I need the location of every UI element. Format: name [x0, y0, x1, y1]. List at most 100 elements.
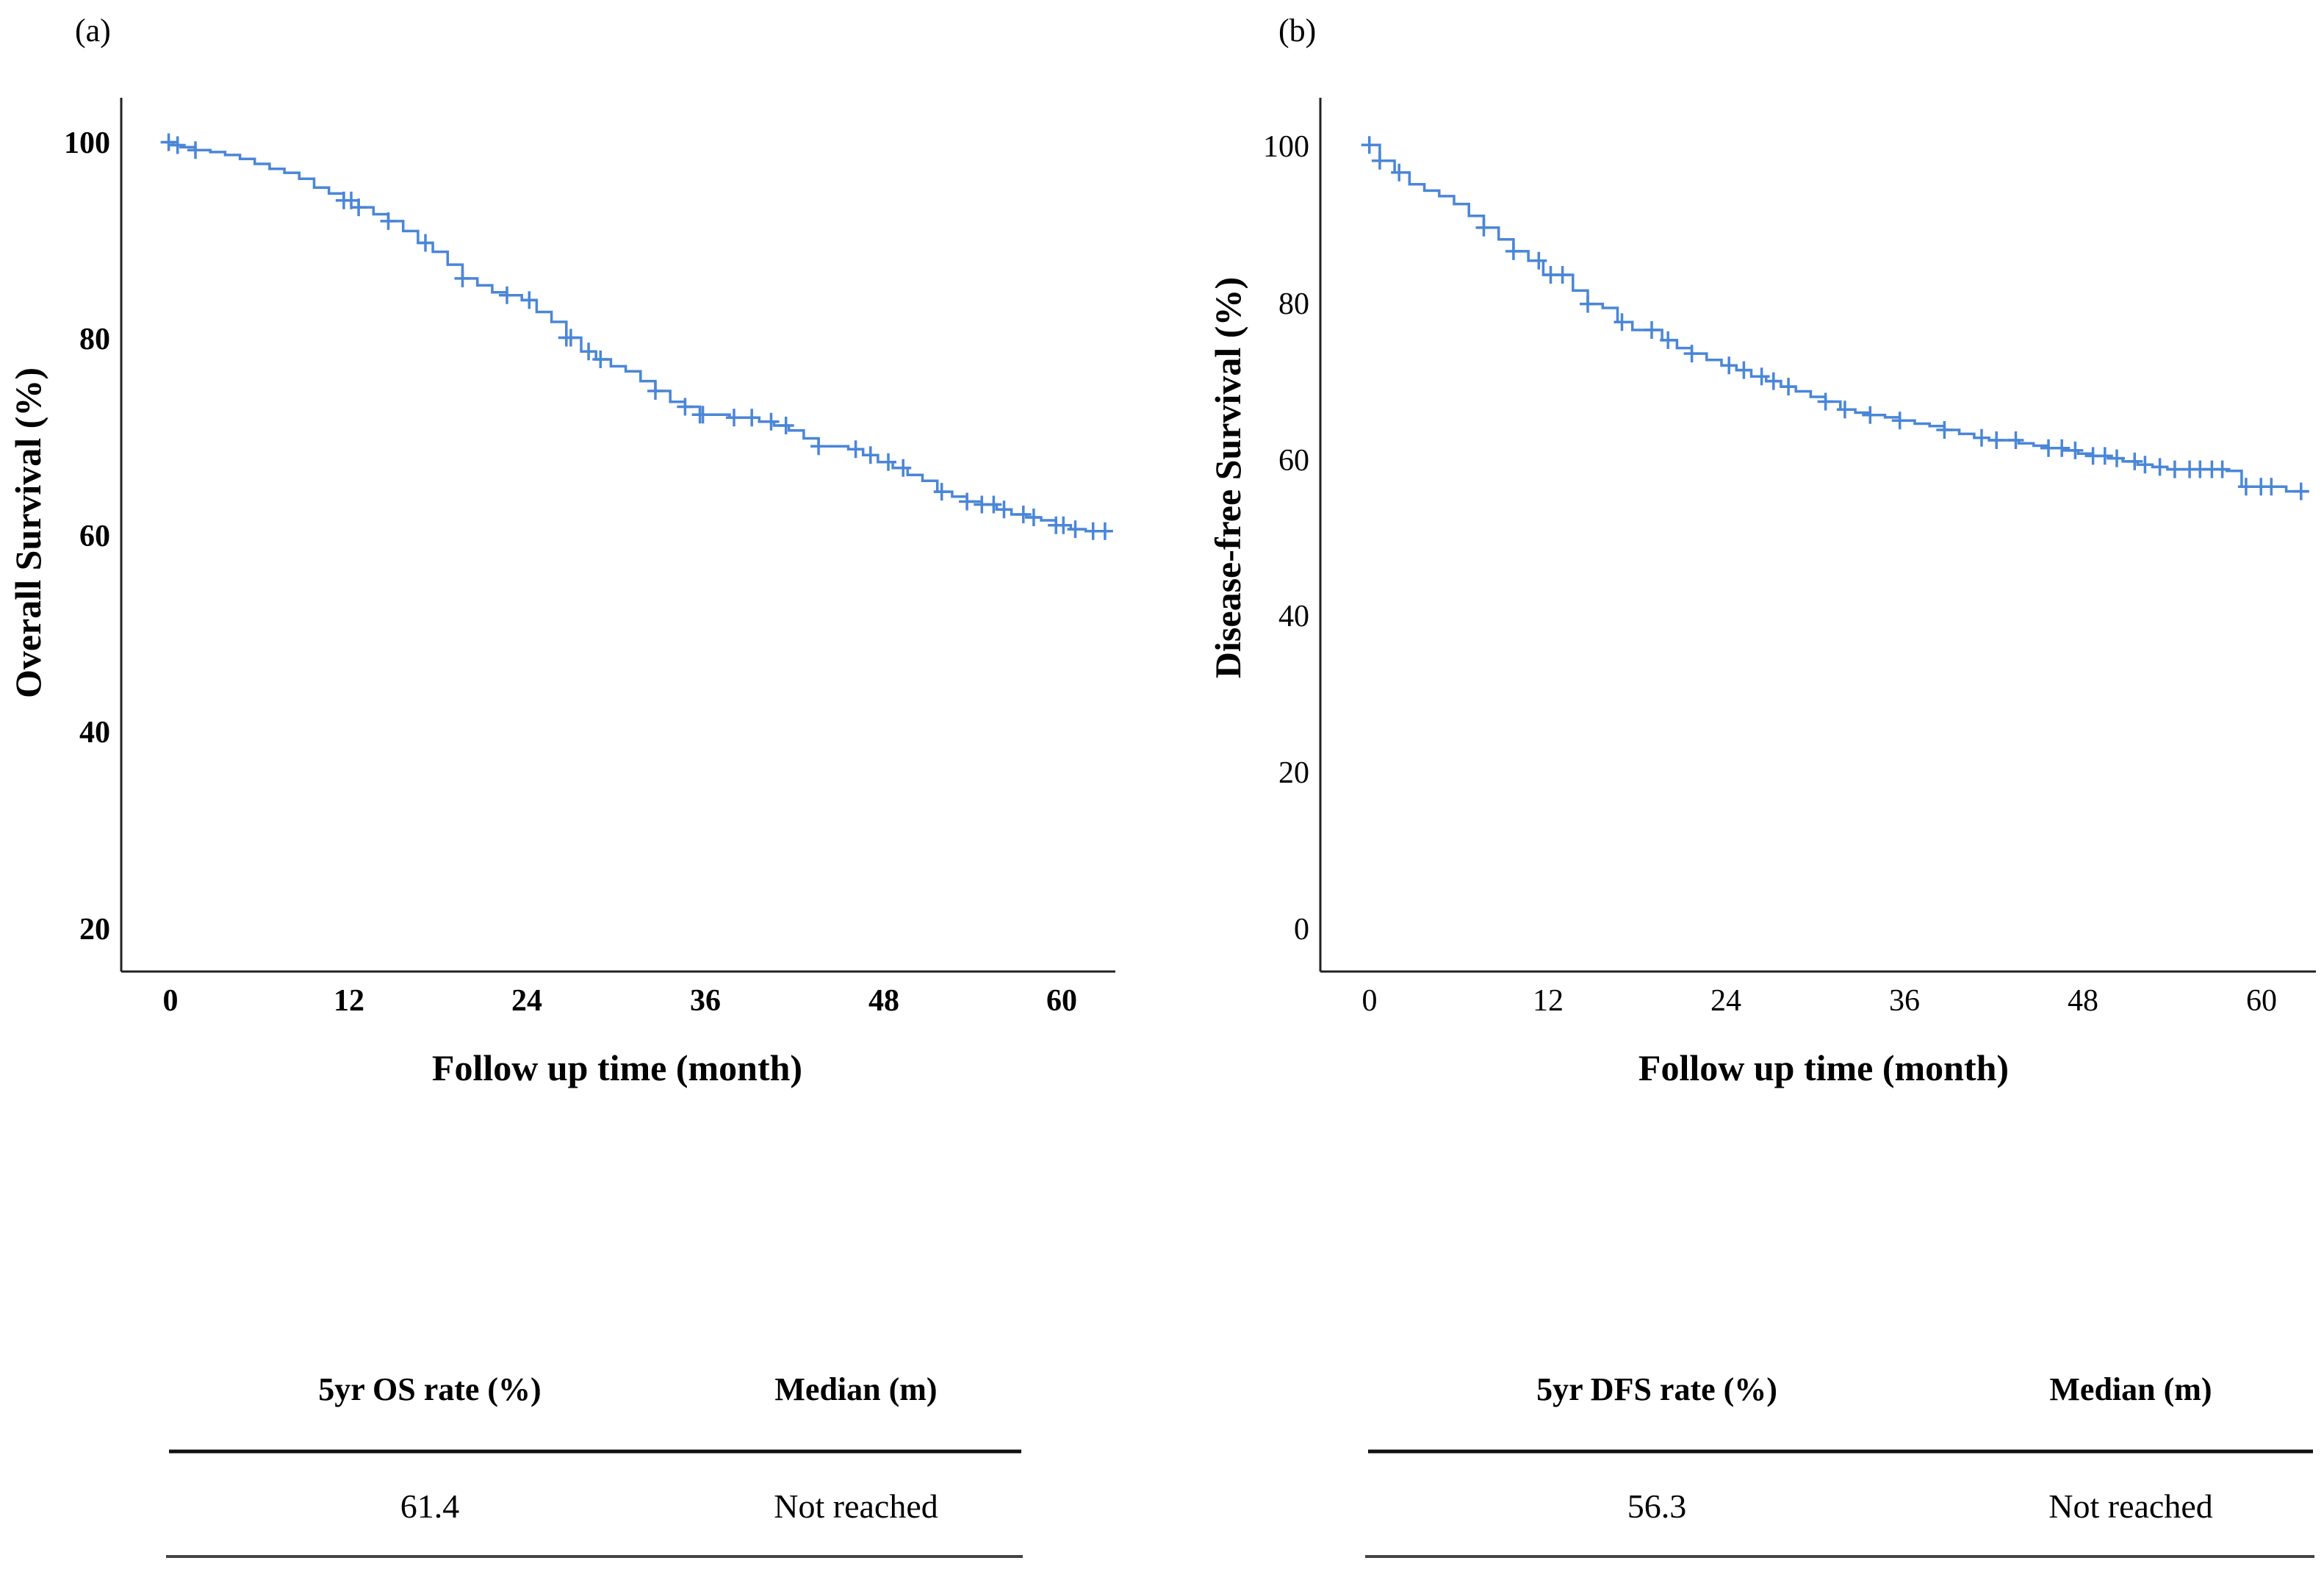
- censor-mark: [1361, 136, 1378, 154]
- panel-a-y-ticks: 20 40 60 80 100: [64, 126, 110, 947]
- x-tick-label: 60: [2246, 984, 2277, 1018]
- censor-mark: [380, 212, 397, 230]
- censor-mark: [580, 342, 597, 361]
- censor-mark: [1817, 392, 1834, 411]
- censor-mark: [169, 136, 186, 154]
- x-tick-label: 48: [2068, 984, 2098, 1018]
- table-b-value-rate: 56.3: [1627, 1487, 1687, 1525]
- panel-b-y-axis-title: Disease-free Survival (%): [1207, 277, 1248, 678]
- y-tick-label: 60: [1278, 444, 1309, 478]
- censor-mark: [933, 483, 950, 501]
- censor-mark: [959, 492, 976, 511]
- x-tick-label: 60: [1046, 984, 1077, 1018]
- censor-mark: [1505, 242, 1522, 260]
- censor-mark: [1974, 428, 1990, 447]
- panel-a-curve: [160, 133, 1113, 540]
- censor-mark: [647, 382, 663, 400]
- censor-mark: [562, 328, 579, 347]
- censor-mark: [1836, 401, 1853, 419]
- x-tick-label: 24: [511, 984, 542, 1018]
- censor-mark: [1391, 163, 1408, 182]
- censor-mark: [350, 198, 367, 217]
- censor-mark: [1580, 295, 1596, 313]
- survival-step-line: [165, 140, 1108, 533]
- panel-a-label: (a): [75, 12, 111, 49]
- censor-mark: [1055, 516, 1072, 534]
- censor-mark: [1660, 331, 1677, 349]
- x-tick-label: 0: [1362, 984, 1378, 1018]
- censor-mark: [1475, 218, 1492, 237]
- y-tick-label: 0: [1294, 913, 1309, 947]
- censor-mark: [985, 495, 1002, 514]
- panel-b: (b) 0 20 40 60 80 100 0 12 24 36 48 60 F…: [1207, 12, 2316, 1088]
- table-b: 5yr DFS rate (%) Median (m) 56.3 Not rea…: [1365, 1371, 2314, 1558]
- table-a-header-rate: 5yr OS rate (%): [318, 1371, 541, 1407]
- censor-mark: [1988, 431, 2005, 449]
- table-b-header-rate: 5yr DFS rate (%): [1536, 1371, 1777, 1407]
- y-tick-label: 80: [79, 323, 110, 356]
- survival-step-line: [1364, 143, 2309, 493]
- censor-mark: [417, 234, 433, 252]
- censor-mark: [1891, 412, 1908, 430]
- y-tick-label: 60: [79, 520, 110, 553]
- censor-mark: [726, 409, 742, 427]
- censor-mark: [810, 437, 827, 456]
- y-tick-label: 20: [79, 913, 110, 947]
- panel-a-x-axis-title: Follow up time (month): [432, 1047, 802, 1088]
- censor-mark: [592, 351, 609, 368]
- y-tick-label: 100: [64, 126, 110, 160]
- censor-mark: [847, 440, 864, 459]
- censor-mark: [763, 412, 780, 431]
- censor-mark: [1862, 406, 1879, 424]
- censor-mark: [1530, 251, 1547, 270]
- table-a-header-median: Median (m): [774, 1371, 937, 1407]
- censor-mark: [1554, 266, 1571, 284]
- censor-mark: [2126, 452, 2143, 470]
- panel-b-y-ticks: 0 20 40 60 80 100: [1263, 130, 1309, 947]
- y-tick-label: 40: [79, 716, 110, 750]
- censor-mark: [160, 133, 177, 151]
- censor-mark: [1936, 421, 1953, 439]
- panel-b-x-ticks: 0 12 24 36 48 60: [1362, 984, 2278, 1018]
- censor-mark: [2137, 456, 2154, 474]
- panel-b-label: (b): [1278, 12, 1316, 49]
- panel-b-x-axis-title: Follow up time (month): [1638, 1047, 2009, 1088]
- censor-mark: [2096, 447, 2113, 465]
- censor-mark: [895, 459, 912, 477]
- censor-mark: [1371, 151, 1388, 170]
- censor-mark: [2054, 439, 2071, 457]
- censor-mark: [1735, 361, 1752, 379]
- censor-mark: [1644, 321, 1660, 339]
- censor-mark: [2151, 458, 2168, 476]
- x-tick-label: 12: [334, 984, 364, 1018]
- censor-mark: [1067, 520, 1084, 539]
- table-a: 5yr OS rate (%) Median (m) 61.4 Not reac…: [166, 1371, 1023, 1558]
- censor-mark: [2067, 441, 2084, 459]
- censor-mark: [880, 453, 896, 471]
- x-tick-label: 12: [1533, 984, 1564, 1018]
- y-tick-label: 100: [1263, 130, 1309, 164]
- censor-mark: [2214, 460, 2231, 478]
- x-tick-label: 36: [690, 984, 721, 1018]
- x-tick-label: 24: [1710, 984, 1741, 1018]
- censor-mark: [2109, 449, 2125, 467]
- censor-mark: [694, 406, 711, 424]
- censor-mark: [499, 286, 515, 304]
- censor-mark: [1614, 313, 1630, 331]
- y-tick-label: 40: [1278, 600, 1309, 633]
- censor-mark: [777, 417, 794, 434]
- censor-mark: [1015, 506, 1032, 523]
- censor-mark: [187, 141, 204, 159]
- censor-mark: [2007, 431, 2024, 449]
- panel-a-x-ticks: 0 12 24 36 48 60: [163, 984, 1078, 1018]
- censor-mark: [1721, 356, 1738, 375]
- censor-mark: [2166, 460, 2183, 478]
- y-tick-label: 80: [1278, 287, 1309, 321]
- panel-a: (a) 20 40 60 80 100 0 12 24 36 48 60 Fol…: [7, 12, 1115, 1088]
- censor-mark: [2237, 478, 2254, 496]
- panel-a-y-axis-title: Overall Survival (%): [7, 367, 48, 698]
- censor-mark: [1096, 522, 1113, 540]
- censor-mark: [454, 269, 471, 287]
- x-tick-label: 36: [1889, 984, 1920, 1018]
